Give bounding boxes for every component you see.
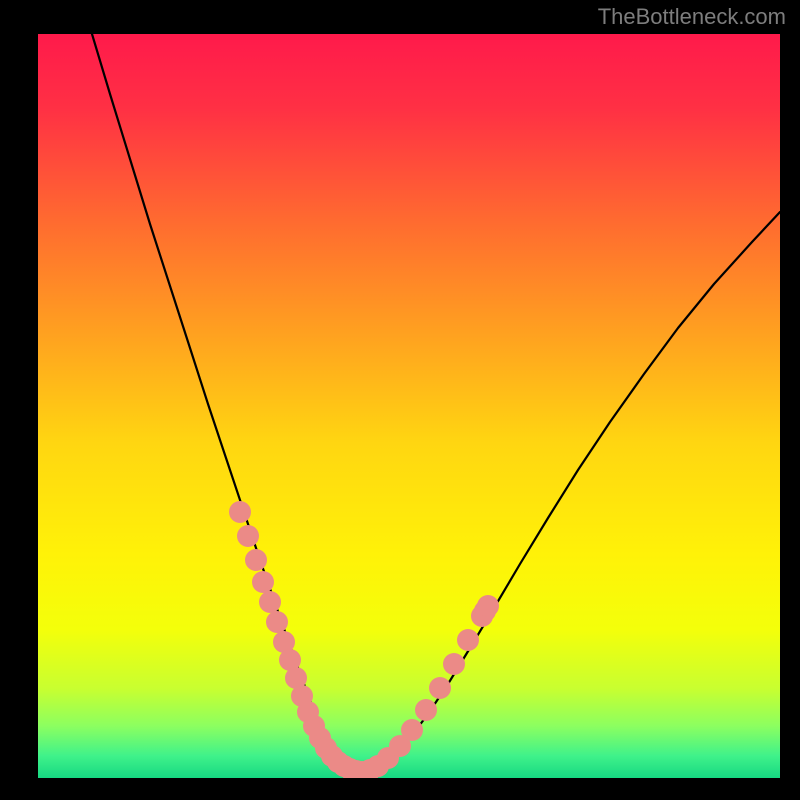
data-marker	[266, 611, 288, 633]
data-marker	[415, 699, 437, 721]
data-marker	[401, 719, 423, 741]
data-marker	[443, 653, 465, 675]
data-marker	[457, 629, 479, 651]
data-marker	[237, 525, 259, 547]
data-marker	[229, 501, 251, 523]
bottleneck-curve	[38, 34, 780, 778]
data-marker	[477, 595, 499, 617]
data-marker	[429, 677, 451, 699]
data-marker	[252, 571, 274, 593]
curve-right-branch	[354, 212, 780, 774]
data-marker	[245, 549, 267, 571]
data-marker	[259, 591, 281, 613]
curve-left-branch	[92, 34, 354, 774]
plot-area	[38, 34, 780, 778]
watermark-text: TheBottleneck.com	[598, 4, 786, 30]
